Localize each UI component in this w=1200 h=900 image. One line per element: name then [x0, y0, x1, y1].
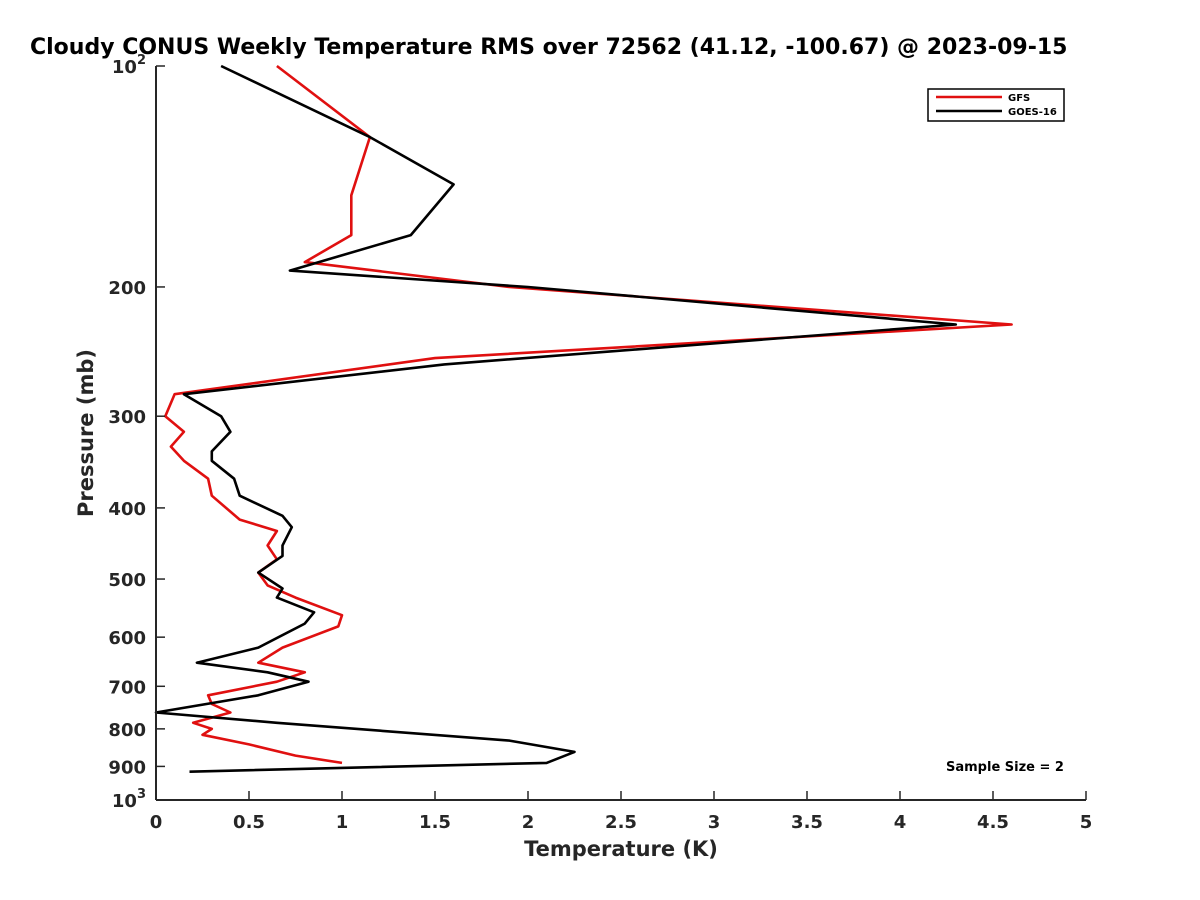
- series-line-goes16: [154, 64, 958, 773]
- legend-label-goes16: GOES-16: [1008, 107, 1057, 118]
- y-tick-label: 700: [108, 677, 146, 698]
- legend-box: [927, 88, 1065, 122]
- sample-size-annotation: Sample Size = 2: [946, 760, 1064, 775]
- x-tick-label: 2.5: [605, 812, 637, 833]
- y-tick-label: 800: [108, 720, 146, 741]
- x-tick-label: 0.5: [233, 812, 265, 833]
- y-tick-label: 400: [108, 499, 146, 520]
- x-tick-label: 2: [522, 812, 535, 833]
- y-axis-label: Pressure (mb): [74, 349, 98, 517]
- y-tick-label: 103: [112, 787, 146, 812]
- x-tick-label: 4.5: [977, 812, 1009, 833]
- x-tick-label: 4: [894, 812, 907, 833]
- x-tick-label: 0: [150, 812, 163, 833]
- y-tick-label: 300: [108, 407, 146, 428]
- plot-area: [156, 66, 1086, 800]
- y-tick-label: 900: [108, 757, 146, 778]
- x-axis-label: Temperature (K): [524, 837, 718, 861]
- x-tick-label: 1: [336, 812, 349, 833]
- legend: GFS GOES-16: [927, 88, 1065, 122]
- x-tick-label: 3: [708, 812, 721, 833]
- x-tick-label: 5: [1080, 812, 1093, 833]
- series-layer: [154, 64, 1013, 773]
- y-tick-group: 102 200 300 400 500 600 700 800 900 103: [108, 53, 165, 812]
- y-tick-label: 600: [108, 628, 146, 649]
- x-tick-group: 0 0.5 1 1.5 2 2.5 3 3.5 4 4.5 5: [150, 791, 1093, 833]
- y-tick-label: 200: [108, 278, 146, 299]
- x-tick-label: 3.5: [791, 812, 823, 833]
- legend-label-gfs: GFS: [1008, 93, 1030, 104]
- x-tick-label: 1.5: [419, 812, 451, 833]
- y-tick-label: 102: [112, 53, 146, 78]
- y-tick-label: 500: [108, 570, 146, 591]
- chart-title: Cloudy CONUS Weekly Temperature RMS over…: [30, 35, 1067, 60]
